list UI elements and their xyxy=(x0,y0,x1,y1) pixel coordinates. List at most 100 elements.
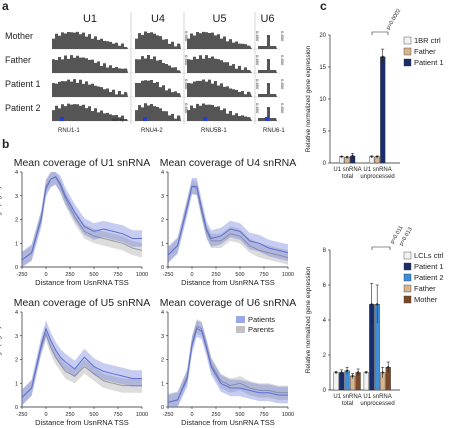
legend-label: Mother xyxy=(414,295,438,304)
x-tick-label: 750 xyxy=(113,412,122,418)
data-point xyxy=(340,371,343,374)
coverage-tracks: U1 U4 U5 U6 Mother 0-650 0-650 0-650 Father 0-650… xyxy=(5,12,285,134)
significance-bracket xyxy=(371,31,389,35)
series-band-patients xyxy=(168,177,288,264)
legend-swatch xyxy=(403,58,412,67)
plot-title: Mean coverage of U6 snRNA xyxy=(160,297,297,309)
x-tick-label: 750 xyxy=(113,272,122,278)
u6-coverage-plot: Mean coverage of U6 snRNA Distance from U… xyxy=(160,297,297,427)
track-scale-label: 0-650 xyxy=(280,79,285,90)
y-tick-label: 1 xyxy=(161,381,164,387)
track-scale-label: 0-650 xyxy=(255,55,260,66)
y-tick-label: 1 xyxy=(15,381,18,387)
y-tick-label: 3 xyxy=(161,334,164,340)
scalebar-label: 500 bp xyxy=(112,117,125,122)
y-tick-label: 3 xyxy=(15,194,18,200)
x-tick-label: 750 xyxy=(259,272,268,278)
category-sublabel: unprocessed xyxy=(360,401,394,407)
x-tick-label: 1000 xyxy=(282,412,294,418)
track-scale-label: 0-650 xyxy=(280,31,285,42)
legend-swatch xyxy=(403,251,412,260)
legend-swatch xyxy=(403,47,412,56)
data-point xyxy=(351,154,354,158)
x-tick-label: 1000 xyxy=(136,412,148,418)
x-tick-label: -250 xyxy=(16,412,27,418)
track-scale-label: 0-650 xyxy=(184,79,189,90)
series-line-parents xyxy=(21,331,142,398)
plot-title: Mean coverage of U5 snRNA xyxy=(14,297,151,309)
coverage-track-fill xyxy=(52,103,128,121)
y-tick-label: 0 xyxy=(161,265,164,271)
legend-swatch xyxy=(403,273,412,282)
series-band-parents xyxy=(168,319,288,407)
x-tick-label: -250 xyxy=(162,412,173,418)
x-tick-label: -250 xyxy=(16,272,27,278)
y-axis-label: Relative normalized gene expression xyxy=(305,266,312,373)
category-label: U1 snRNA xyxy=(333,394,361,400)
gene-marker xyxy=(60,117,64,121)
y-tick-label: 0 xyxy=(323,161,327,167)
legend-label: Patients xyxy=(248,315,275,324)
y-tick-label: 6 xyxy=(323,283,327,289)
x-tick-label: 1000 xyxy=(136,272,148,278)
x-tick-label: 500 xyxy=(89,412,98,418)
coverage-track-fill xyxy=(187,103,252,121)
y-tick-label: 20 xyxy=(319,33,326,39)
track-scale-label: 0-650 xyxy=(184,55,189,66)
y-tick-label: 15 xyxy=(319,65,326,71)
coverage-track-fill xyxy=(258,35,277,49)
coverage-track-fill xyxy=(135,55,181,73)
plot-title: Mean coverage of U1 snRNA xyxy=(14,157,151,169)
series-line-patients xyxy=(21,176,142,261)
x-tick-label: -250 xyxy=(162,272,173,278)
x-tick-label: 0 xyxy=(44,412,47,418)
data-point xyxy=(387,366,390,369)
gene-label: RNU5B-1 xyxy=(201,128,227,134)
x-tick-label: 1000 xyxy=(282,272,294,278)
data-point xyxy=(351,374,354,378)
legend-swatch xyxy=(236,326,245,333)
gene-label: RNU4-2 xyxy=(141,128,163,134)
y-tick-label: 4 xyxy=(15,310,18,316)
coverage-track-fill xyxy=(258,107,277,121)
coverage-track-fill xyxy=(135,103,181,121)
coverage-track-fill xyxy=(258,59,277,73)
panel-b-letter: b xyxy=(2,137,9,151)
legend-label: Father xyxy=(414,47,436,56)
x-tick-label: 0 xyxy=(190,412,193,418)
bar-patient-1 xyxy=(380,56,386,164)
track-row-label: Father xyxy=(5,55,31,65)
track-row-label: Patient 1 xyxy=(5,79,41,89)
u1-coverage-plot: Mean coverage of U1 snRNA Read coverage (… xyxy=(0,157,150,287)
y-axis-label: Read coverage (log10) xyxy=(0,186,2,252)
legend-swatch xyxy=(236,316,245,323)
series-band-patients xyxy=(168,320,288,407)
x-axis-label: Distance from UsnRNA TSS xyxy=(181,418,275,427)
category-label: U1 snRNA xyxy=(333,167,361,173)
coverage-track-fill xyxy=(135,79,181,97)
legend-swatch xyxy=(403,295,412,304)
category-label: U1 snRNA xyxy=(363,167,391,173)
x-tick-label: 250 xyxy=(65,412,74,418)
series-band-parents xyxy=(22,172,142,267)
gene-marker xyxy=(203,117,207,121)
x-tick-label: 500 xyxy=(89,272,98,278)
x-tick-label: 250 xyxy=(211,412,220,418)
coverage-track-fill xyxy=(187,55,252,73)
data-point xyxy=(357,371,360,374)
legend-label: Patient 1 xyxy=(414,58,444,67)
data-point xyxy=(340,155,343,158)
y-tick-label: 2 xyxy=(15,218,18,224)
track-scale-label: 0-650 xyxy=(255,79,260,90)
x-tick-label: 0 xyxy=(44,272,47,278)
y-tick-label: 3 xyxy=(15,334,18,340)
y-tick-label: 4 xyxy=(161,310,164,316)
gene-label: RNU1-1 xyxy=(58,128,80,134)
u4-coverage-plot: Mean coverage of U4 snRNA Distance from U… xyxy=(160,157,297,287)
legend-label: Patient 1 xyxy=(414,262,444,271)
coverage-track-fill xyxy=(187,79,252,97)
coverage-track-fill xyxy=(187,31,252,49)
data-point xyxy=(376,303,379,306)
x-axis-label: Distance from UsnRNA TSS xyxy=(35,278,129,287)
y-tick-label: 4 xyxy=(15,170,18,176)
